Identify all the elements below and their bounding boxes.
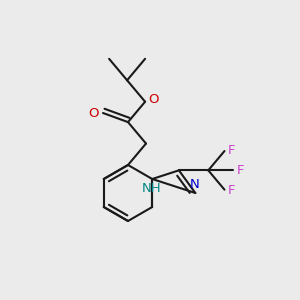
Text: F: F — [227, 184, 235, 197]
Text: F: F — [227, 143, 235, 157]
Text: NH: NH — [141, 182, 161, 194]
Text: F: F — [236, 164, 244, 177]
Text: O: O — [88, 106, 98, 119]
Text: O: O — [148, 93, 158, 106]
Text: N: N — [190, 178, 199, 191]
